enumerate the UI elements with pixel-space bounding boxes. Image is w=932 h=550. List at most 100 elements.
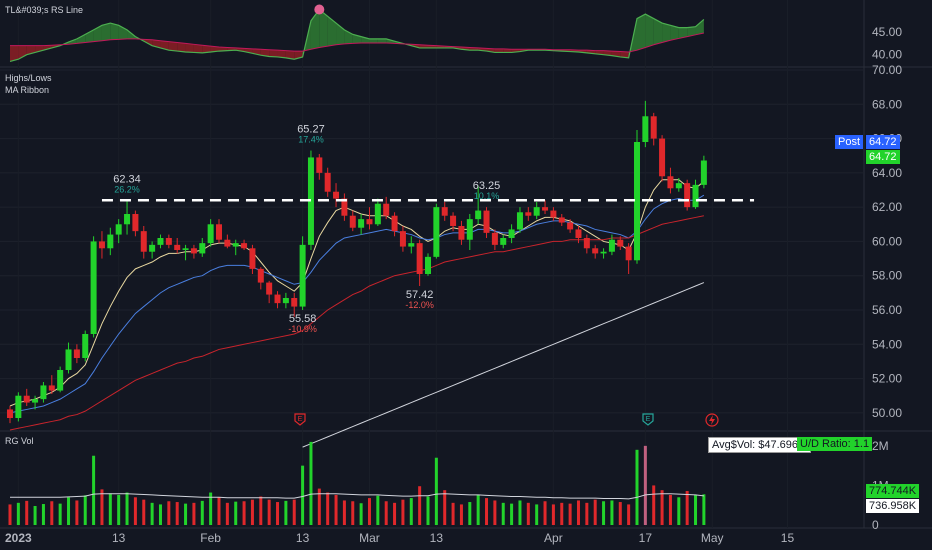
rs-fill-segment — [219, 47, 228, 52]
candle-body — [391, 215, 398, 232]
candle-body — [466, 219, 473, 240]
candle-body — [600, 251, 607, 254]
earnings-icon-shape — [294, 413, 306, 426]
volume-bar — [142, 499, 146, 525]
candle-body — [82, 334, 89, 358]
rs-fill-segment — [269, 49, 278, 57]
candle-body — [500, 238, 507, 245]
candle-body — [608, 239, 615, 252]
volume-bar — [50, 501, 54, 525]
ma-ribbon — [9, 179, 705, 448]
rs-fill-segment — [193, 44, 203, 53]
volume-bar — [67, 497, 71, 525]
rs-fill-segment — [168, 41, 178, 52]
annotation-price: 62.34 — [113, 173, 141, 185]
annotation-pct: -10.9% — [288, 324, 317, 334]
candle-body — [40, 385, 47, 400]
candle-body — [516, 212, 523, 230]
rs-line-pane — [9, 4, 705, 63]
volume-bar — [284, 500, 288, 525]
candle-body — [592, 248, 599, 254]
volume-bar — [267, 499, 271, 525]
rs-fill-segment — [695, 19, 704, 35]
candle-body — [583, 238, 590, 249]
ma-line — [302, 282, 705, 448]
volume-bar — [526, 502, 530, 525]
volume-bar — [92, 455, 96, 525]
vol-pane-title: RG Vol — [5, 436, 34, 446]
rs-fill-segment — [110, 23, 119, 40]
candle-body — [458, 226, 465, 240]
volume-bar — [652, 485, 656, 525]
candle-body — [98, 241, 105, 249]
ma-line — [9, 215, 704, 431]
annotation-pct: -12.0% — [405, 300, 434, 310]
ud-ratio-tag: U/D Ratio: 1.1 — [797, 437, 873, 451]
volume-bar — [602, 501, 606, 525]
volume-bar — [426, 496, 430, 525]
annotation-pct: 26.2% — [114, 184, 140, 194]
volume-bar — [334, 494, 338, 525]
vol-last-tag: 774.744K — [866, 484, 920, 498]
volume-bar — [41, 504, 45, 525]
rs-fill-segment — [377, 38, 387, 43]
ma-line — [9, 194, 705, 414]
candle-body — [174, 244, 181, 250]
time-tick-label: Apr — [544, 531, 563, 545]
price-tick-label: 64.00 — [872, 166, 902, 180]
volume-bar — [234, 501, 238, 525]
dividend-icon[interactable] — [705, 413, 719, 427]
candle-body — [90, 241, 97, 334]
candle-body — [408, 243, 415, 247]
earnings-icon[interactable]: E — [642, 413, 654, 426]
candle-body — [575, 229, 582, 238]
volume-bar — [451, 502, 455, 525]
candle-body — [508, 229, 515, 238]
candle-body — [491, 232, 498, 245]
price-tick-label: 70.00 — [872, 63, 902, 77]
candle-body — [366, 219, 373, 225]
candle-body — [675, 183, 682, 189]
volume-bar — [192, 502, 196, 525]
rs-fill-segment — [327, 16, 337, 47]
candle-body — [433, 207, 440, 257]
candle-body — [374, 203, 381, 225]
volume-bar — [702, 494, 706, 525]
rs-fill-segment — [202, 45, 211, 53]
candle-body — [190, 248, 197, 254]
rs-fill-segment — [670, 25, 679, 41]
volume-bar — [593, 499, 597, 525]
candle-body — [333, 191, 340, 199]
volume-bar — [668, 494, 672, 525]
candle-body — [533, 207, 540, 216]
time-tick-label: 17 — [639, 531, 653, 545]
dividend-icon-ring — [705, 413, 719, 427]
volume-bar — [694, 494, 698, 525]
candle-body — [232, 243, 239, 247]
candle-body — [199, 243, 206, 254]
candle-body — [316, 157, 323, 173]
volume-bar — [585, 502, 589, 525]
rs-fill-segment — [637, 14, 646, 51]
candle-body — [23, 395, 30, 403]
price-tick-label: 60.00 — [872, 234, 902, 248]
volume-bar — [434, 457, 438, 525]
candle-body — [7, 409, 13, 418]
rs-fill-segment — [244, 48, 253, 54]
price-tick-label: 68.00 — [872, 97, 902, 111]
volume-bar — [16, 502, 20, 525]
candle-body — [73, 349, 80, 358]
earnings-icon[interactable]: E — [294, 413, 306, 426]
rs-fill-segment — [369, 38, 378, 43]
grid-lines — [0, 0, 932, 529]
volume-bar — [493, 500, 497, 525]
rs-fill-segment — [277, 50, 286, 58]
rs-fill-segment — [76, 34, 86, 44]
volume-bar — [158, 504, 162, 525]
candle-body — [48, 385, 55, 391]
volume-bar — [117, 494, 121, 525]
candle-body — [550, 210, 557, 218]
volume-bar — [468, 502, 472, 525]
